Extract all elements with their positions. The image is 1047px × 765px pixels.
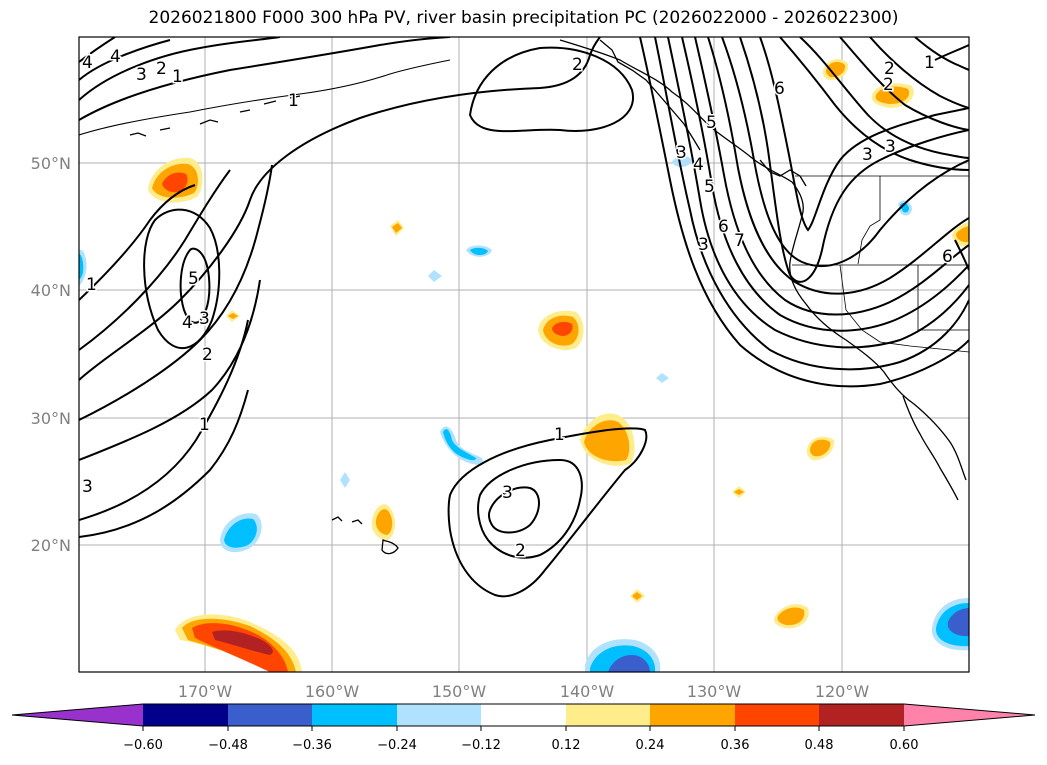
lat-label-40n: 40°N <box>31 281 71 300</box>
contour-label: 1 <box>86 275 97 295</box>
lat-label-20n: 20°N <box>31 536 71 555</box>
colorbar-extend-high <box>904 704 1035 726</box>
colorbar-segment <box>819 704 904 726</box>
contour-label: 5 <box>188 269 199 289</box>
contour-label: 2 <box>883 75 894 95</box>
colorbar-segment <box>566 704 650 726</box>
contour-label: 3 <box>885 137 896 157</box>
contour-label: 3 <box>676 143 687 163</box>
colorbar-tick-label: 0.60 <box>890 738 919 753</box>
colorbar-tick-label: 0.48 <box>805 738 834 753</box>
contour-label: 2 <box>156 59 167 79</box>
borders <box>792 175 969 353</box>
contour-label: 6 <box>718 217 729 237</box>
colorbar-tick-label: −0.36 <box>292 738 332 753</box>
colorbar-extend-low <box>12 704 143 726</box>
pv-contours <box>79 37 969 598</box>
longitude-labels: 170°W 160°W 150°W 140°W 130°W 120°W <box>178 682 870 701</box>
colorbar-segment <box>650 704 735 726</box>
precip-anomaly-shading <box>79 59 969 672</box>
coastlines <box>79 39 967 555</box>
positive-blob-nw <box>148 157 203 203</box>
colorbar-segment <box>397 704 481 726</box>
contour-label: 5 <box>704 177 715 197</box>
contour-label: 1 <box>924 53 935 73</box>
lon-label-170w: 170°W <box>178 682 233 701</box>
contour-label: 3 <box>82 477 93 497</box>
colorbar-tick-label: −0.60 <box>123 738 163 753</box>
colorbar-tick-label: −0.24 <box>377 738 417 753</box>
contour-label: 3 <box>698 235 709 255</box>
latitude-labels: 50°N 40°N 30°N 20°N <box>31 154 71 555</box>
contour-label: 2 <box>572 55 583 75</box>
lon-label-120w: 120°W <box>815 682 870 701</box>
contour-label: 7 <box>734 231 745 251</box>
colorbar-tick-label: 0.12 <box>552 738 581 753</box>
lon-label-160w: 160°W <box>305 682 360 701</box>
colorbar-tick-label: 0.24 <box>636 738 665 753</box>
colorbar-segment <box>481 704 566 726</box>
positive-blob-south <box>175 614 302 672</box>
colorbar-segment <box>228 704 312 726</box>
contour-label: 3 <box>862 145 873 165</box>
map-panel: 5 4 3 2 1 1 2 4 5 6 3 7 6 4 3 2 1 3 2 1 … <box>79 37 969 672</box>
colorbar-tick-label: −0.12 <box>461 738 501 753</box>
contour-label: 4 <box>693 155 704 175</box>
contour-label: 4 <box>182 313 193 333</box>
contour-label: 2 <box>515 541 526 561</box>
map-frame <box>78 36 970 673</box>
contour-label: 3 <box>502 483 513 503</box>
contour-label: 6 <box>942 247 953 267</box>
colorbar-segment <box>312 704 397 726</box>
contour-labels: 5 4 3 2 1 1 2 4 5 6 3 7 6 4 3 2 1 3 2 1 … <box>81 46 955 563</box>
contour-label: 4 <box>82 53 93 73</box>
lat-label-50n: 50°N <box>31 154 71 173</box>
lon-label-130w: 130°W <box>687 682 742 701</box>
lat-label-30n: 30°N <box>31 409 71 428</box>
contour-label: 3 <box>136 65 147 85</box>
colorbar: −0.60 −0.48 −0.36 −0.24 −0.12 0.12 0.24 … <box>11 703 1036 753</box>
gridlines <box>79 37 969 672</box>
contour-label: 3 <box>199 309 210 329</box>
contour-label: 1 <box>288 91 299 111</box>
colorbar-segment <box>143 704 228 726</box>
positive-blob-mid <box>538 310 584 350</box>
positive-blob-center <box>580 413 635 466</box>
contour-label: 4 <box>110 47 121 67</box>
contour-label: 2 <box>884 59 895 79</box>
colorbar-tick-label: 0.36 <box>721 738 750 753</box>
map-title: 2026021800 F000 300 hPa PV, river basin … <box>148 8 899 28</box>
colorbar-ticks <box>142 726 905 731</box>
contour-label: 1 <box>199 415 210 435</box>
contour-label: 5 <box>706 113 717 133</box>
contour-label: 1 <box>172 67 183 87</box>
contour-label: 6 <box>774 79 785 99</box>
colorbar-segment <box>735 704 819 726</box>
contour-label: 2 <box>202 345 213 365</box>
contour-label: 1 <box>554 425 565 445</box>
lon-label-150w: 150°W <box>432 682 487 701</box>
colorbar-tick-label: −0.48 <box>208 738 248 753</box>
lon-label-140w: 140°W <box>560 682 615 701</box>
